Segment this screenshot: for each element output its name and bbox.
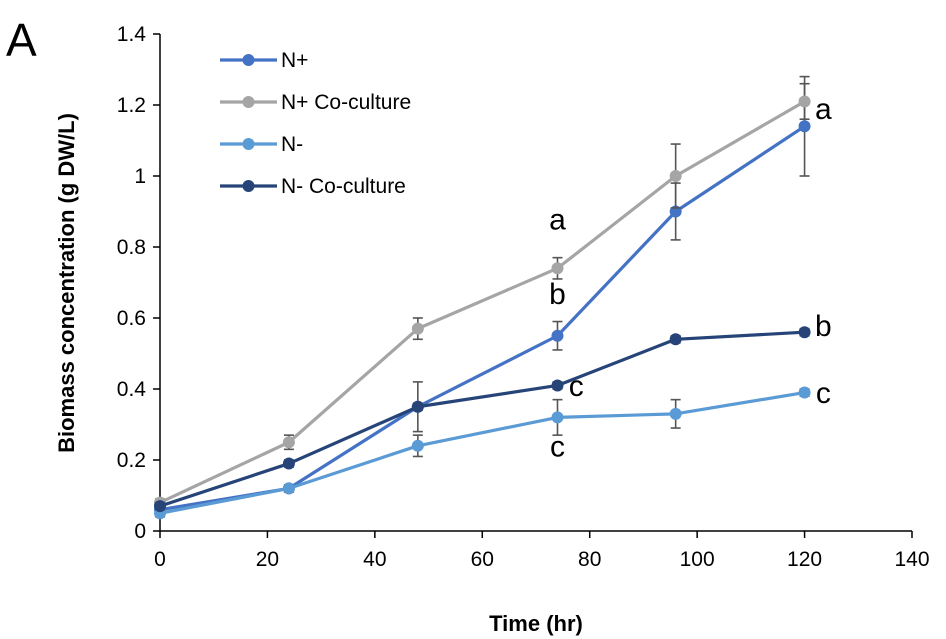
y-tick-label: 0.2 [117, 449, 146, 472]
data-point [154, 500, 166, 512]
data-point [799, 326, 811, 338]
data-point [670, 170, 682, 182]
significance-label: b [815, 310, 832, 343]
x-tick-label: 140 [894, 548, 929, 571]
significance-label: c [816, 377, 831, 410]
x-tick-label: 100 [680, 548, 715, 571]
data-point [670, 333, 682, 345]
legend-label: N- Co-culture [281, 175, 406, 198]
y-tick-label: 1.2 [117, 94, 146, 117]
significance-label: c [569, 370, 584, 403]
legend-swatch-marker [243, 138, 255, 150]
legend-swatch-marker [243, 54, 255, 66]
y-axis-title: Biomass concentration (g DW/L) [54, 113, 79, 453]
legend-item: N+ [220, 49, 308, 72]
y-tick-label: 0 [134, 520, 146, 543]
panel-label: A [6, 14, 37, 66]
y-tick-label: 0.4 [117, 378, 147, 401]
x-tick-label: 120 [787, 548, 822, 571]
data-point [412, 401, 424, 413]
legend: N+ N+ Co-culture N- N- Co-culture [220, 49, 411, 198]
y-tick-label: 1 [134, 165, 146, 188]
x-axis-title: Time (hr) [489, 611, 583, 636]
legend-swatch-marker [243, 96, 255, 108]
legend-item: N- Co-culture [220, 175, 406, 198]
x-tick-label: 0 [154, 548, 166, 571]
data-point [551, 379, 563, 391]
data-point [551, 411, 563, 423]
x-tick-label: 20 [256, 548, 279, 571]
x-tick-label: 60 [471, 548, 494, 571]
legend-item: N+ Co-culture [220, 91, 411, 114]
legend-label: N- [281, 133, 303, 156]
significance-label: a [815, 93, 832, 126]
series-line [160, 332, 805, 506]
y-tick-label: 0.8 [117, 236, 146, 259]
series-line [160, 393, 805, 514]
legend-swatch-marker [243, 180, 255, 192]
series [154, 326, 811, 512]
y-tick-label: 1.4 [117, 23, 147, 46]
data-point [283, 482, 295, 494]
data-point [670, 408, 682, 420]
data-point [551, 330, 563, 342]
data-point [799, 95, 811, 107]
significance-label: a [549, 203, 566, 236]
legend-label: N+ Co-culture [281, 91, 411, 114]
legend-item: N- [220, 133, 303, 156]
significance-label: c [550, 430, 565, 463]
series-line [160, 126, 805, 509]
data-point [799, 120, 811, 132]
x-tick-label: 80 [578, 548, 601, 571]
data-point [551, 262, 563, 274]
series [154, 387, 811, 520]
data-point [283, 458, 295, 470]
series-line [160, 101, 805, 502]
data-point [799, 387, 811, 399]
legend-label: N+ [281, 49, 308, 72]
significance-label: b [549, 278, 566, 311]
x-tick-label: 40 [363, 548, 386, 571]
data-point [412, 323, 424, 335]
y-tick-label: 0.6 [117, 307, 146, 330]
data-point [412, 440, 424, 452]
data-point [283, 436, 295, 448]
